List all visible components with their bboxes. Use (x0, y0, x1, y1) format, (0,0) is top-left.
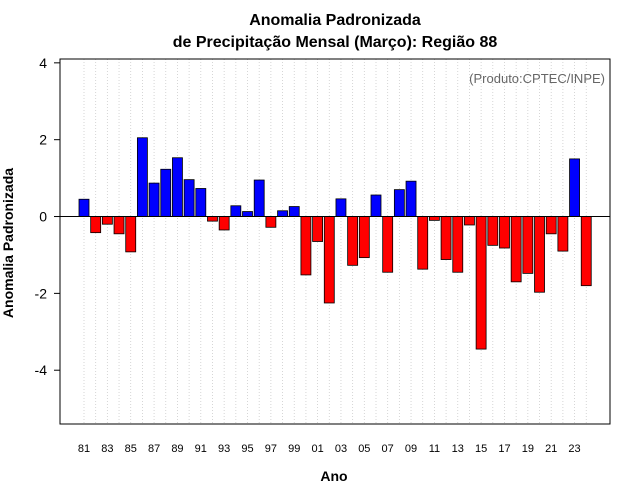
bar-10 (417, 216, 429, 270)
x-tick-label: 91 (195, 443, 207, 455)
y-tick-label: -4 (35, 362, 48, 378)
bar-87 (148, 182, 160, 217)
x-tick-label: 85 (125, 443, 137, 455)
bar-24 (580, 216, 592, 287)
grid-lines (83, 59, 587, 424)
bar-82 (90, 216, 102, 234)
bar-92 (207, 216, 218, 222)
bar-81 (78, 198, 90, 217)
x-tick-label: 87 (148, 443, 160, 455)
x-tick-label: 97 (265, 443, 277, 455)
bar-21 (545, 216, 557, 235)
bar-07 (382, 216, 394, 273)
credit-label: (Produto:CPTEC/INPE) (469, 71, 605, 86)
x-tick-label: 13 (452, 443, 464, 455)
x-tick-label: 21 (545, 443, 557, 455)
bar-17 (499, 216, 510, 249)
chart-title: Anomalia Padronizada (249, 12, 421, 29)
y-tick-label: 4 (39, 55, 47, 71)
x-tick-label: 05 (358, 443, 370, 455)
x-tick-label: 09 (405, 443, 417, 455)
bar-02 (323, 216, 335, 304)
bar-83 (101, 216, 113, 225)
bar-95 (242, 211, 253, 217)
y-tick-label: 0 (39, 209, 47, 225)
bar-96 (253, 179, 265, 217)
x-tick-label: 07 (382, 443, 394, 455)
bar-93 (218, 216, 230, 231)
y-tick-label: -2 (35, 285, 48, 301)
x-tick-label: 23 (568, 443, 580, 455)
bar-08 (393, 189, 405, 217)
bar-20 (534, 216, 545, 293)
x-tick-label: 99 (288, 443, 300, 455)
bar-09 (405, 180, 417, 217)
bar-99 (288, 206, 300, 217)
bar-15 (475, 216, 487, 350)
x-axis: 81 83 85 87 89 91 93 95 97 99 01 03 05 07 09 11 13 15 17 19… (78, 443, 581, 455)
x-axis-label: Ano (320, 468, 347, 484)
bar-18 (510, 216, 522, 283)
bar-11 (428, 216, 440, 221)
x-tick-label: 95 (241, 443, 253, 455)
bar-84 (113, 216, 125, 235)
bar-91 (195, 188, 207, 217)
bar-89 (172, 157, 183, 217)
bar-06 (370, 194, 382, 217)
y-tick-label: 2 (39, 132, 47, 148)
bar-00 (300, 216, 312, 276)
x-tick-label: 89 (171, 443, 183, 455)
bar-94 (230, 205, 242, 217)
bar-86 (136, 137, 148, 217)
bar-88 (160, 168, 172, 217)
bar-85 (125, 216, 137, 253)
plot-frame (59, 58, 611, 425)
y-axis: -4 -2 0 2 4 (35, 55, 60, 378)
bar-98 (277, 210, 288, 217)
x-tick-label: 19 (522, 443, 534, 455)
bar-90 (183, 179, 195, 217)
y-axis-label: Anomalia Padronizada (0, 168, 16, 318)
x-tick-label: 83 (101, 443, 113, 455)
bar-01 (312, 216, 324, 242)
bar-14 (464, 216, 475, 226)
bar-05 (358, 216, 370, 259)
bar-03 (335, 198, 347, 217)
x-tick-label: 81 (78, 443, 90, 455)
x-tick-label: 01 (311, 443, 323, 455)
x-tick-label: 03 (335, 443, 347, 455)
bar-97 (265, 216, 277, 228)
bar-16 (487, 216, 499, 246)
bar-12 (440, 216, 452, 260)
x-tick-label: 17 (498, 443, 510, 455)
bar-22 (557, 216, 569, 252)
chart-subtitle: de Precipitação Mensal (Março): Região 8… (173, 34, 498, 51)
x-tick-label: 11 (429, 443, 440, 455)
bar-23 (569, 158, 580, 217)
bar-04 (347, 216, 359, 266)
bar-19 (522, 216, 534, 274)
bar-13 (452, 216, 464, 273)
x-tick-label: 93 (218, 443, 230, 455)
bars (78, 137, 592, 350)
x-tick-label: 15 (475, 443, 487, 455)
